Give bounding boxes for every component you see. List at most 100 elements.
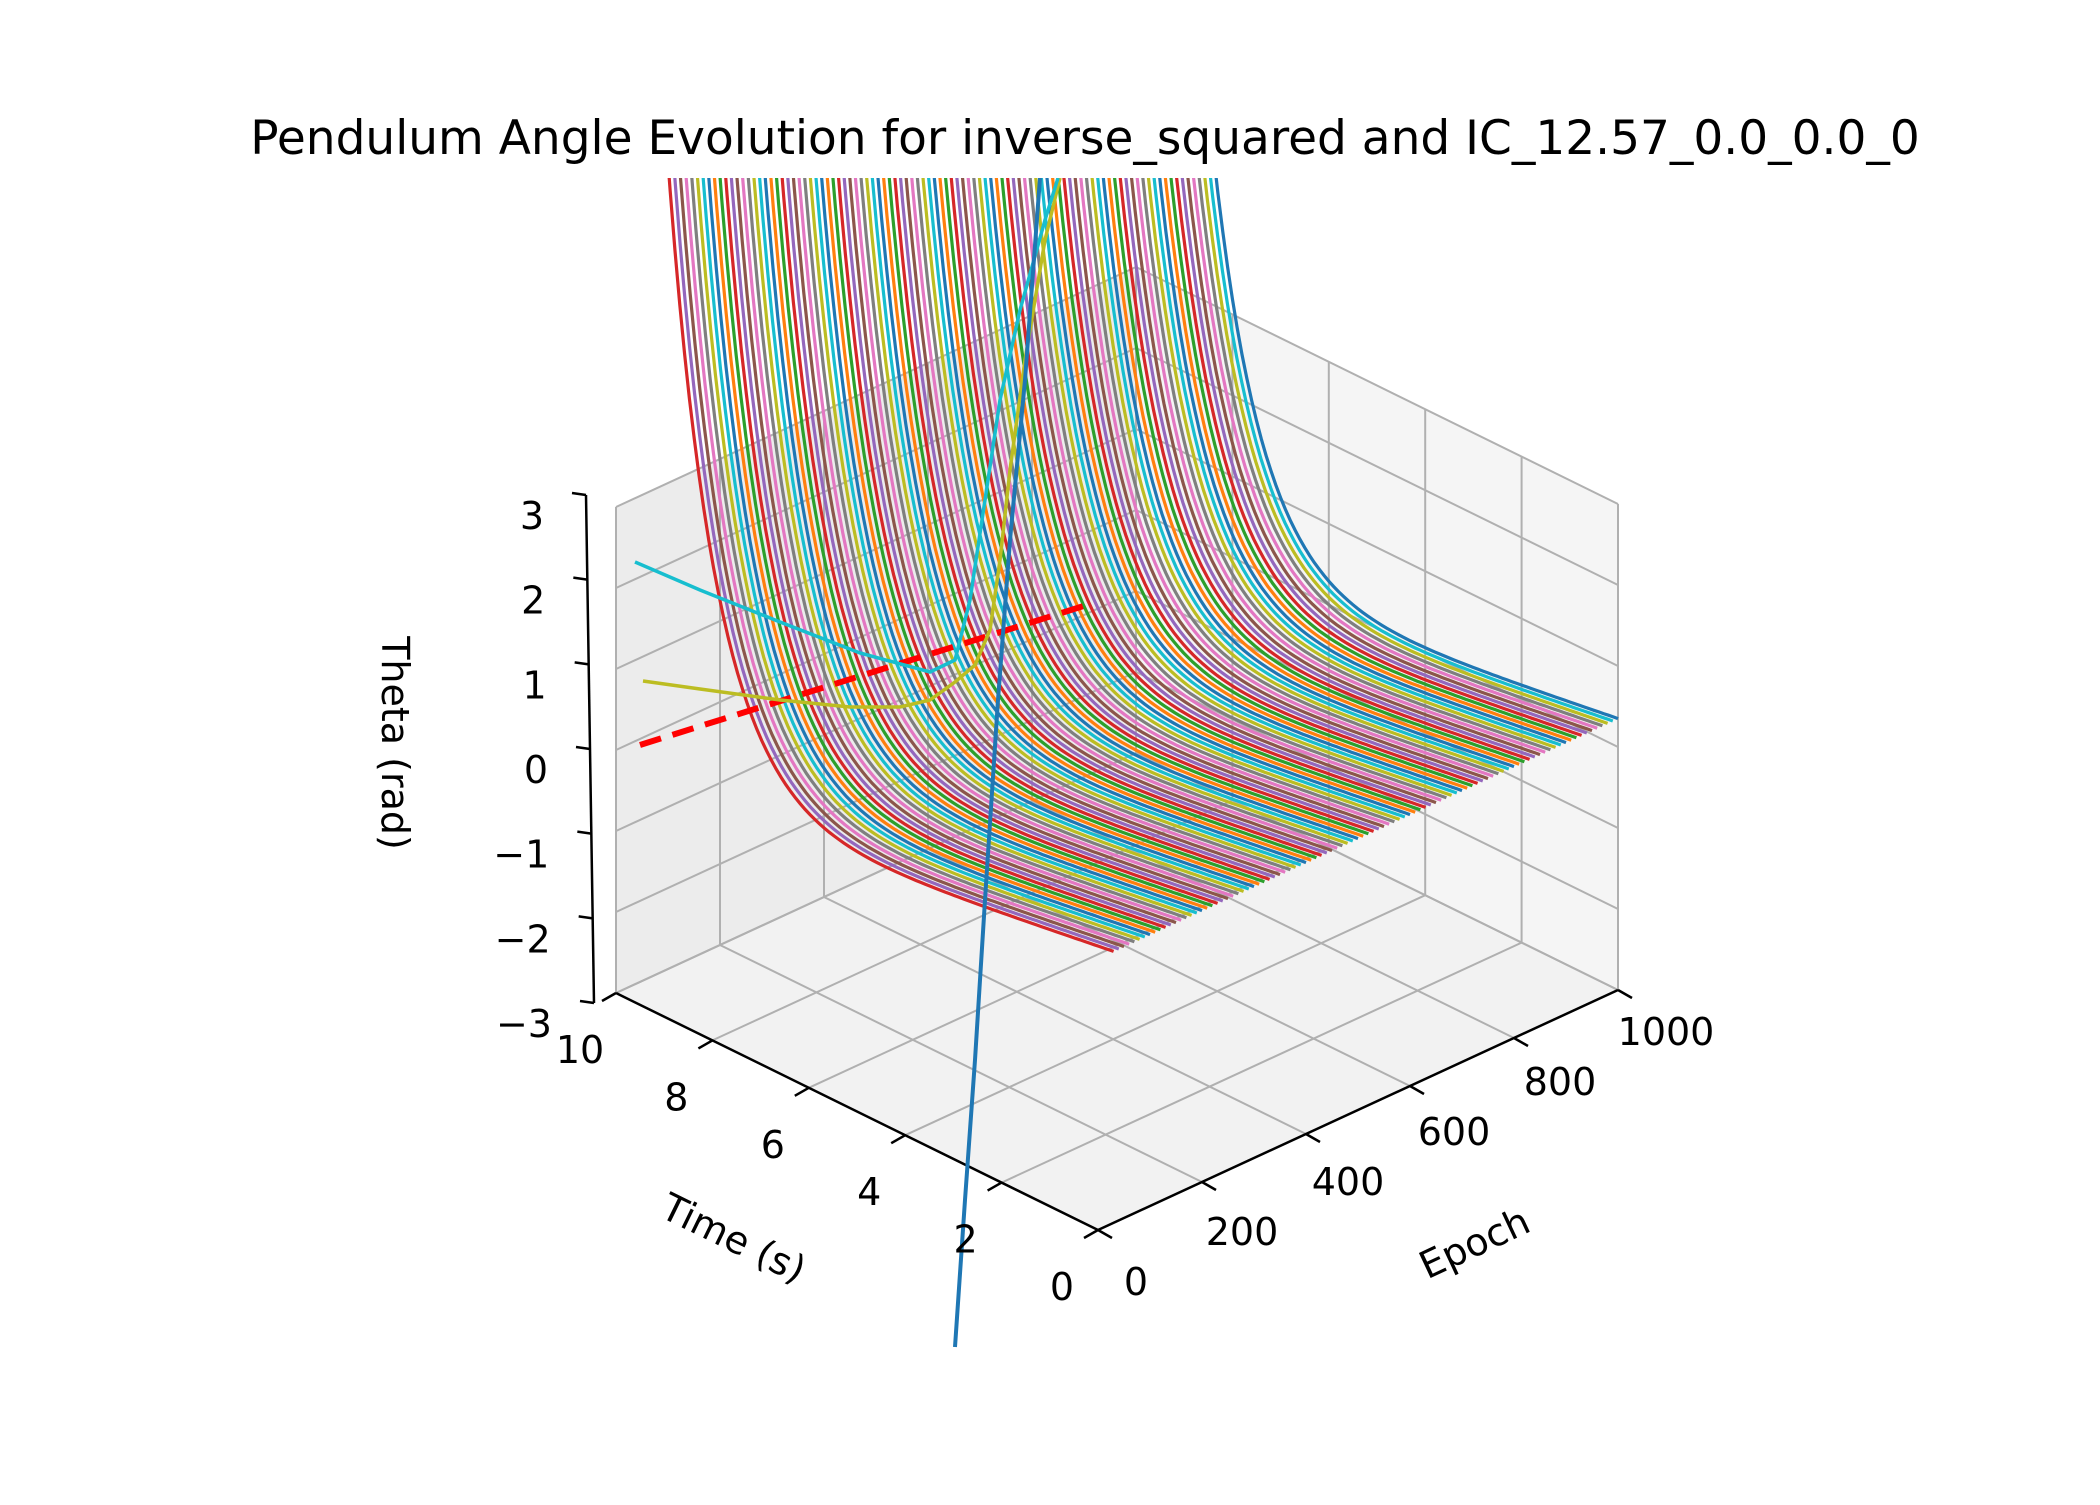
series-line [972,178,1395,824]
x-tick [1201,1180,1217,1192]
series-line [882,178,1312,862]
series-line [1062,178,1479,785]
z-tick-label: −1 [493,833,549,877]
y-tick [986,1181,1003,1192]
series-line [1107,178,1520,766]
y-tick-label: 6 [761,1123,785,1167]
y-tick-label: 10 [556,1028,604,1072]
z-tick [579,999,595,1005]
series-line [1169,178,1577,740]
y-tick-label: 8 [664,1075,688,1119]
series-line [1129,178,1541,757]
x-tick [1513,1036,1529,1048]
series-line [814,178,1250,891]
series-line [707,178,1151,937]
z-tick-label: 2 [521,579,545,623]
y-tick [1083,1228,1099,1240]
x-tick [1305,1132,1321,1144]
series-line [1000,178,1421,812]
series-line [870,178,1302,867]
series-line [1079,178,1494,778]
series-line [1056,178,1473,788]
series-line [904,178,1333,853]
series-line [741,178,1182,922]
series-line [780,178,1219,905]
series-line [944,178,1369,836]
series-line [1073,178,1489,781]
grid-line-theta [615,751,1619,994]
series-line [673,178,1120,951]
series-line [774,178,1213,908]
series-line [1028,178,1447,800]
series-line [758,178,1198,915]
x-tick [1097,1228,1113,1240]
y-tick [890,1134,906,1145]
series-line [1135,178,1546,754]
chart-title: Pendulum Angle Evolution for inverse_squ… [250,111,1920,166]
series-line [1090,178,1505,773]
series-line [678,178,1125,949]
series-line [1186,178,1593,733]
series-line [1203,178,1609,725]
series-line [712,178,1156,934]
series-line [1017,178,1437,805]
series-line-epoch-0 [953,178,1042,1348]
series-line [1180,178,1588,735]
series-line [1175,178,1583,737]
series-line [718,178,1161,932]
axis-lines [571,491,1633,1240]
series-line [848,178,1281,877]
y-tick [794,1086,810,1097]
series-line [915,178,1343,848]
y-axis-label: Time (s) [654,1184,813,1292]
series-line [960,178,1385,829]
tick-labels: 0 200 400 600 800 1000 0 2 4 6 8 10−3 −2 −1 0 1 2 3 [493,494,1714,1309]
floor-pane [616,753,1618,1230]
series-line-epoch-10 [634,178,1060,674]
series-line [1197,178,1603,728]
grid-line-theta [615,670,1619,913]
series-line [1191,178,1598,730]
series-line [1051,178,1468,790]
series-line [853,178,1286,874]
series-line [735,178,1177,925]
series-line [786,178,1224,903]
series-line [910,178,1338,850]
series-line [1158,178,1567,745]
z-tick-label: 1 [522,663,546,707]
series-line [1045,178,1463,793]
y-tick [601,991,617,1003]
highlight-series-group [634,178,1062,1348]
x-tick-label: 1000 [1618,1010,1715,1054]
z-tick [578,915,593,920]
series-line [921,178,1349,845]
series-line [763,178,1203,913]
x-tick [1617,988,1633,1000]
series-line [1118,178,1531,761]
x-tick-label: 600 [1418,1110,1491,1154]
x-tick-label: 400 [1312,1160,1385,1204]
x-tick [1409,1084,1425,1096]
series-line [1022,178,1442,802]
series-line [690,178,1135,944]
z-axis-label: Theta (rad) [373,635,417,850]
x-tick-label: 200 [1206,1210,1279,1254]
z-tick [575,745,591,751]
series-line [932,178,1359,841]
series-line [1067,178,1484,783]
reference-dashed-line [639,601,1091,748]
series-line [1006,178,1427,809]
series-line [1146,178,1557,749]
series-line [701,178,1146,939]
series-line [893,178,1323,857]
series-line [859,178,1291,872]
y-tick [697,1039,714,1050]
series-line [966,178,1390,826]
z-tick-label: 0 [524,748,548,792]
series-line [1152,178,1562,747]
series-line [667,178,1115,953]
series-line [865,178,1297,869]
series-line [898,178,1328,855]
series-line [684,178,1130,946]
